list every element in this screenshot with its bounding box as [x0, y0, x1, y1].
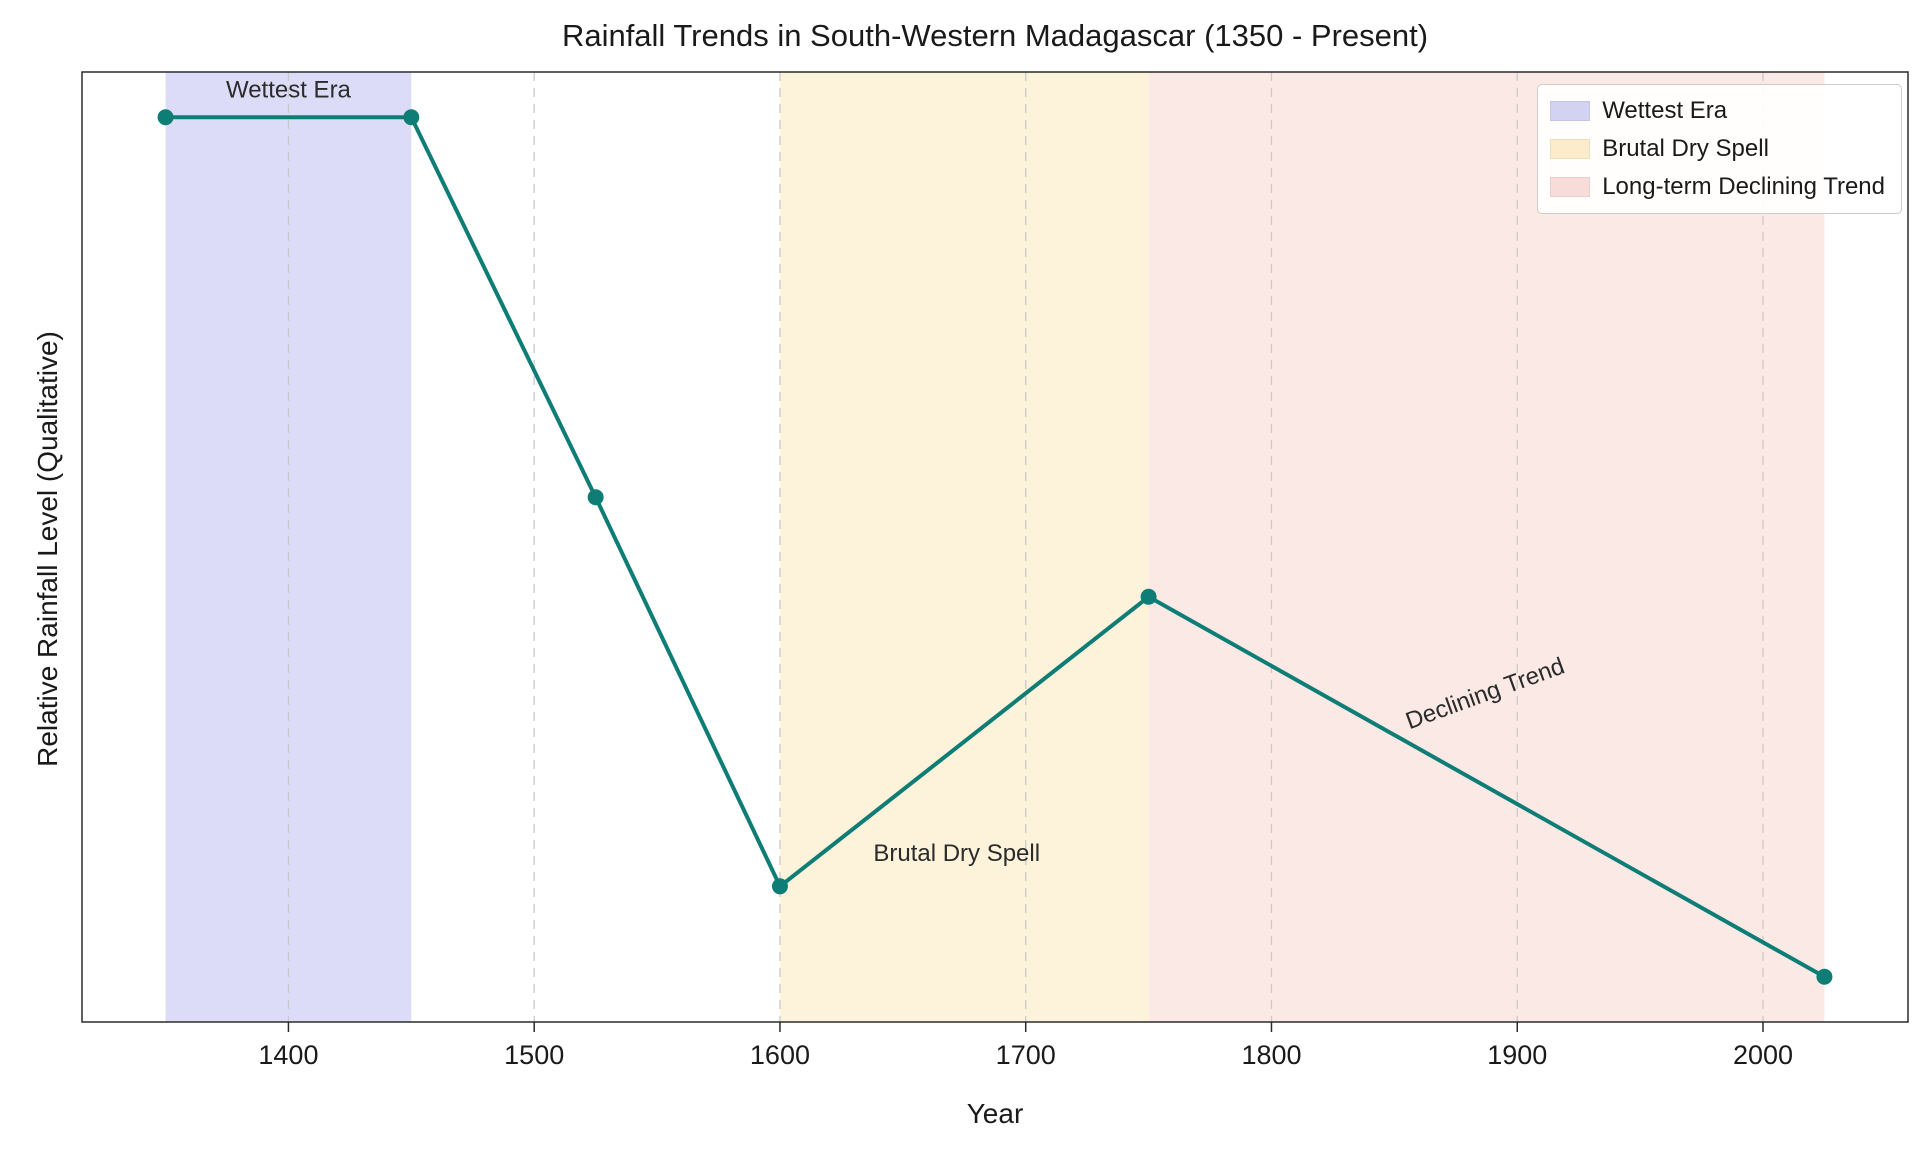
- legend-item-long-term-declining-trend: Long-term Declining Trend: [1550, 173, 1885, 201]
- legend-swatch: [1550, 101, 1591, 121]
- legend-item-brutal-dry-spell: Brutal Dry Spell: [1550, 135, 1885, 163]
- band-brutal-dry-spell: [779, 72, 1149, 1022]
- data-point-2025: [1816, 968, 1833, 985]
- x-tick-label: 2000: [1733, 1040, 1793, 1070]
- data-point-1750: [1140, 588, 1157, 605]
- y-axis-label: Relative Rainfall Level (Qualitative): [32, 331, 63, 767]
- band-long-term-declining-trend: [1148, 72, 1825, 1022]
- legend-label: Long-term Declining Trend: [1602, 173, 1885, 200]
- annotation-wettest-era: Wettest Era: [226, 76, 352, 103]
- x-tick-label: 1600: [750, 1040, 810, 1070]
- data-point-1600: [771, 878, 788, 895]
- x-tick-label: 1700: [996, 1040, 1056, 1070]
- data-point-1525: [587, 489, 604, 506]
- legend-swatch: [1550, 177, 1591, 197]
- plot-frame: [81, 71, 1909, 1023]
- x-axis-label: Year: [966, 1098, 1024, 1129]
- legend-swatch: [1550, 139, 1591, 159]
- legend: Wettest Era Brutal Dry Spell Long-term Dec…: [1537, 84, 1902, 214]
- data-point-1450: [403, 109, 420, 126]
- x-tick-label: 1400: [258, 1040, 318, 1070]
- legend-label: Wettest Era: [1602, 97, 1728, 124]
- legend-item-wettest-era: Wettest Era: [1550, 97, 1885, 125]
- rainfall-line: [163, 115, 1827, 979]
- legend-label: Brutal Dry Spell: [1602, 135, 1769, 162]
- annotation-brutal-dry-spell: Brutal Dry Spell: [873, 840, 1040, 867]
- x-tick-label: 1800: [1241, 1040, 1301, 1070]
- x-tick-label: 1900: [1487, 1040, 1547, 1070]
- x-tick-label: 1500: [504, 1040, 564, 1070]
- data-point-1350: [157, 109, 174, 126]
- chart-title: Rainfall Trends in South-Western Madagas…: [561, 18, 1429, 53]
